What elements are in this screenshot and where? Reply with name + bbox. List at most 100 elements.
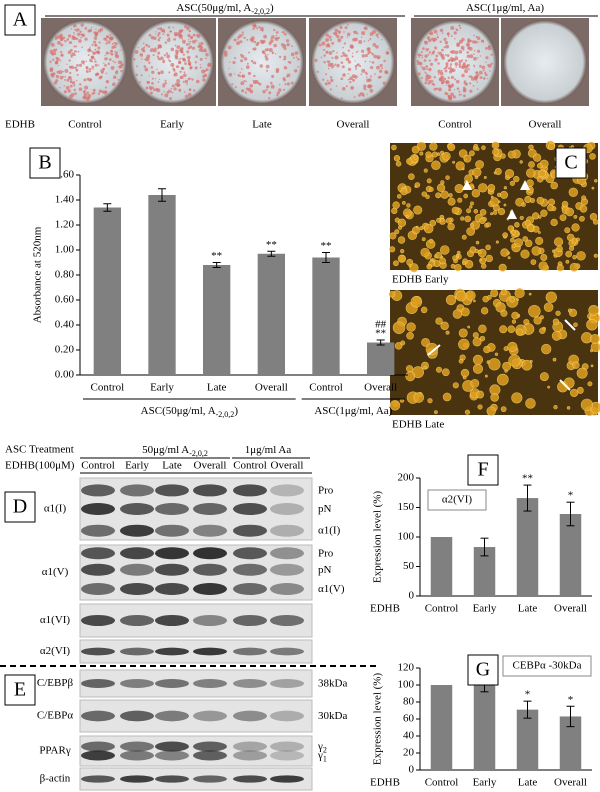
stain-spot [275, 37, 277, 40]
cell-droplet [470, 201, 474, 206]
stain-spot [459, 27, 462, 29]
stain-spot [157, 71, 160, 74]
bar [367, 342, 395, 375]
band [233, 775, 267, 783]
stain-spot [76, 64, 79, 67]
stain-spot [184, 94, 189, 99]
stain-spot [420, 51, 423, 54]
stain-spot [254, 80, 259, 84]
cell-droplet [435, 251, 442, 259]
stain-spot [459, 25, 461, 27]
stain-spot [49, 49, 54, 54]
cell-droplet [503, 203, 507, 207]
stain-spot [270, 84, 275, 89]
cell-droplet [401, 201, 406, 205]
stain-spot [146, 80, 150, 85]
cell-droplet [441, 368, 450, 377]
stain-spot [439, 40, 442, 43]
cell-droplet [425, 194, 430, 200]
band [81, 547, 115, 560]
stain-spot [369, 32, 374, 37]
cell-droplet [538, 261, 548, 271]
cell-droplet [429, 219, 437, 227]
stain-spot [79, 83, 82, 86]
cell-droplet [392, 201, 400, 209]
stain-spot [136, 65, 138, 68]
stain-spot [194, 61, 198, 64]
stain-spot [172, 26, 175, 29]
cell-droplet [429, 142, 438, 151]
cell-droplet [500, 309, 508, 317]
cell-droplet [553, 237, 564, 247]
band [233, 750, 267, 761]
stain-spot [321, 41, 326, 46]
cell-droplet [389, 232, 397, 240]
stain-spot [173, 72, 178, 77]
significance-marker: * [568, 490, 574, 502]
stain-spot [97, 64, 100, 66]
significance-marker: ## [375, 319, 387, 331]
stain-spot [120, 63, 124, 67]
lane-label: Overall [337, 119, 370, 131]
stain-spot [151, 81, 154, 85]
stain-spot [347, 73, 350, 75]
band [233, 484, 267, 497]
stain-spot [490, 53, 493, 56]
edhb-label: EDHB(100μM) [5, 460, 75, 472]
stain-spot [431, 51, 435, 55]
stain-spot [169, 90, 173, 93]
stain-spot [337, 30, 341, 34]
stain-spot [350, 85, 355, 90]
stain-spot [89, 58, 93, 63]
stain-spot [424, 54, 428, 58]
stain-spot [202, 78, 206, 82]
stain-spot [91, 61, 94, 63]
stain-spot [445, 44, 450, 49]
cell-droplet [421, 338, 430, 347]
cell-droplet [445, 330, 450, 335]
stain-spot [168, 59, 172, 63]
stain-spot [236, 41, 241, 46]
blot-mark-label: Pro [318, 484, 334, 496]
bar [473, 547, 496, 596]
stain-spot [158, 27, 160, 29]
band [193, 775, 227, 783]
stain-spot [148, 75, 150, 77]
cell-droplet [552, 318, 560, 325]
stain-spot [286, 43, 290, 47]
cell-droplet [543, 302, 554, 313]
stain-spot [453, 89, 456, 91]
stain-spot [292, 56, 295, 59]
band [270, 615, 304, 626]
stain-spot [157, 38, 161, 42]
cell-droplet [547, 198, 556, 206]
stain-spot [161, 93, 164, 96]
stain-spot [180, 49, 183, 52]
stain-spot [320, 56, 323, 58]
band [155, 615, 189, 626]
stain-spot [349, 80, 352, 84]
stain-spot [73, 33, 75, 35]
cell-droplet [409, 263, 419, 273]
cell-droplet [393, 155, 401, 162]
stain-spot [483, 77, 486, 80]
stain-spot [84, 37, 88, 41]
cell-droplet [439, 245, 450, 255]
stain-spot [444, 69, 448, 73]
stain-spot [347, 67, 352, 72]
stain-spot [228, 72, 233, 77]
stain-spot [440, 75, 445, 80]
stain-spot [262, 89, 266, 94]
stain-spot [184, 62, 187, 65]
stain-spot [160, 56, 164, 61]
x-tick-label: Late [207, 382, 227, 394]
stain-spot [89, 46, 91, 48]
stain-spot [142, 42, 145, 45]
lane-label: Control [81, 460, 115, 472]
stain-spot [326, 79, 329, 82]
blot-row-label: β-actin [40, 773, 71, 785]
stain-spot [178, 61, 182, 65]
stain-spot [174, 33, 178, 37]
stain-spot [181, 50, 184, 54]
